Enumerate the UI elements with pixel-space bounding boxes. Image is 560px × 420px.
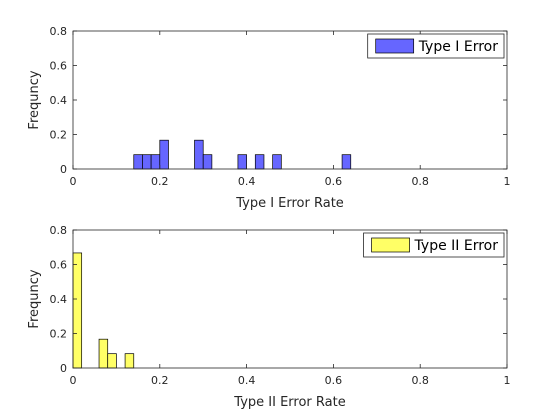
legend: Type II Error [363,232,505,258]
y-tick-label: 0.4 [50,94,68,107]
x-axis-label: Type II Error Rate [233,395,345,410]
histogram-bar [341,154,352,170]
x-tick-label: 0 [70,374,77,387]
histogram-bar [159,139,169,170]
histogram-bar [202,154,213,170]
histogram-bar [237,154,247,170]
chart-panel-1: 0 0.2 0.4 0.6 0.8 1 0 0.2 0.4 0.6 0.8 Type I Error … [27,25,511,211]
legend-swatch [375,38,415,54]
x-tick-label: 0.2 [151,374,169,387]
x-tick-label: 0.8 [411,175,429,188]
x-axis-label: Type I Error Rate [235,196,344,211]
y-tick-label: 0.6 [50,259,68,272]
chart-panel-2: 0 0.2 0.4 0.6 0.8 1 0 0.2 0.4 0.6 0.8 Type II Error… [27,224,511,410]
histogram-bar [72,252,83,369]
y-tick-label: 0.8 [50,25,68,38]
y-tick-label: 0 [60,163,67,176]
x-tick-label: 0.4 [238,374,256,387]
x-tick-label: 0.4 [238,175,256,188]
x-tick-label: 0.2 [151,175,169,188]
histogram-bar [254,154,265,170]
histogram-bar [142,154,152,170]
histogram-bar [150,154,161,170]
x-tick-label: 0 [70,175,77,188]
histogram-bar [98,338,109,369]
histogram-bar [272,154,282,170]
y-tick-label: 0.8 [50,224,68,237]
x-tick-label: 1 [504,175,511,188]
y-axis-label: Frequncy [27,269,42,328]
legend: Type I Error [367,33,505,59]
y-tick-label: 0.2 [50,129,68,142]
y-axis-label: Frequncy [27,70,42,129]
y-tick-label: 0 [60,362,67,375]
x-tick-label: 0.6 [325,374,343,387]
histogram-bar [133,154,143,170]
x-tick-label: 0.8 [411,374,429,387]
histogram-bar [124,353,135,369]
y-tick-label: 0.2 [50,328,68,341]
histogram-bar [194,139,204,170]
histogram-bar [107,353,117,369]
legend-swatch [371,237,410,253]
x-tick-label: 0.6 [325,175,343,188]
x-tick-label: 1 [504,374,511,387]
legend-label: Type I Error [418,39,499,55]
y-tick-label: 0.6 [50,60,68,73]
legend-label: Type II Error [414,238,499,254]
y-tick-label: 0.4 [50,293,68,306]
